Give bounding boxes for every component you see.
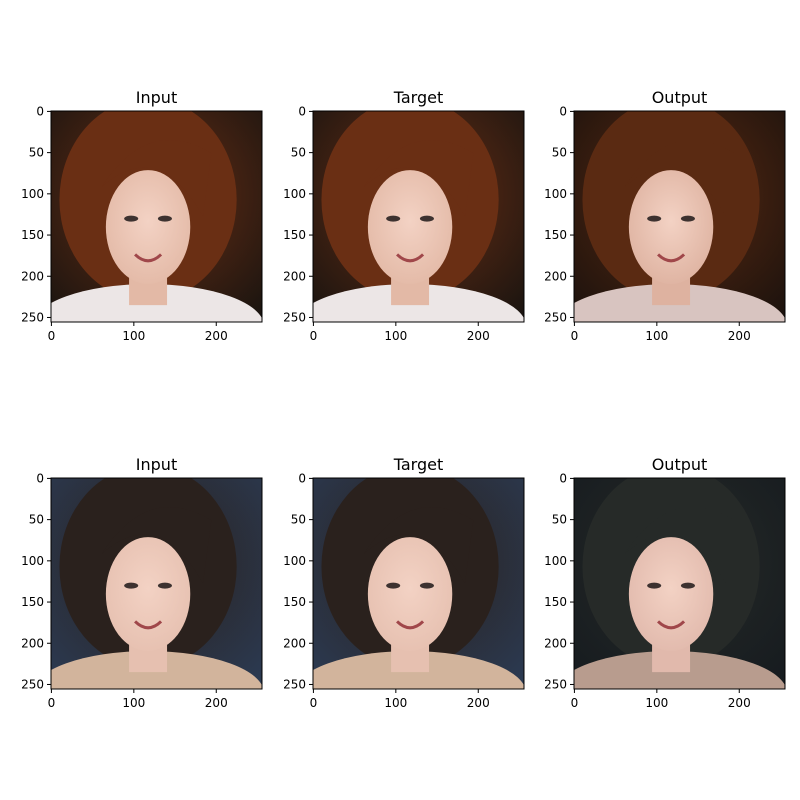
x-tick-label: 200 <box>467 696 490 710</box>
x-tick-label: 0 <box>571 329 579 343</box>
x-tick-label: 200 <box>467 329 490 343</box>
axes-frame <box>312 110 525 323</box>
panel-2-3: Output generated close-up portrait of a g… <box>544 455 786 710</box>
x-tick-label: 200 <box>728 329 751 343</box>
y-tick-label: 50 <box>552 146 567 160</box>
y-tick-label: 50 <box>291 513 306 527</box>
panel-title: Output <box>652 455 708 474</box>
y-tick-label: 150 <box>544 595 567 609</box>
x-tick-label: 100 <box>384 696 407 710</box>
axes-frame <box>312 477 525 690</box>
y-tick-label: 100 <box>283 554 306 568</box>
y-tick-label: 150 <box>283 595 306 609</box>
portrait-image: generated close-up portrait of a girl wi… <box>574 478 785 689</box>
x-tick-label: 0 <box>48 696 56 710</box>
panel-2-1: Input close-up portrait of a girl with da… <box>21 455 263 710</box>
x-tick-label: 0 <box>310 329 318 343</box>
x-tick-label: 100 <box>122 696 145 710</box>
y-tick-label: 0 <box>559 471 567 485</box>
portrait-image: portrait of a smiling girl with auburn h… <box>313 111 524 322</box>
y-tick-label: 0 <box>36 104 44 118</box>
y-tick-label: 0 <box>298 104 306 118</box>
y-tick-label: 0 <box>559 104 567 118</box>
y-tick-label: 0 <box>36 471 44 485</box>
y-tick-label: 200 <box>544 269 567 283</box>
panel-title: Target <box>393 455 444 474</box>
y-tick-label: 200 <box>283 269 306 283</box>
y-tick-label: 250 <box>544 677 567 691</box>
y-tick-label: 50 <box>29 513 44 527</box>
axes-frame <box>573 477 786 690</box>
y-tick-label: 250 <box>21 310 44 324</box>
y-tick-label: 200 <box>21 269 44 283</box>
axes-frame <box>50 477 263 690</box>
y-tick-label: 50 <box>29 146 44 160</box>
y-tick-label: 100 <box>283 187 306 201</box>
y-tick-label: 100 <box>544 554 567 568</box>
portrait-image: portrait of a smiling girl with auburn h… <box>51 111 262 322</box>
x-tick-label: 100 <box>645 696 668 710</box>
x-tick-label: 200 <box>728 696 751 710</box>
y-tick-label: 200 <box>21 636 44 650</box>
x-tick-label: 200 <box>205 696 228 710</box>
panel-2-2: Target close-up portrait of a girl with d… <box>283 455 525 710</box>
y-tick-label: 150 <box>544 228 567 242</box>
y-tick-label: 250 <box>283 310 306 324</box>
y-tick-label: 250 <box>544 310 567 324</box>
x-tick-label: 200 <box>205 329 228 343</box>
y-tick-label: 150 <box>21 595 44 609</box>
y-tick-label: 250 <box>21 677 44 691</box>
panel-title: Output <box>652 88 708 107</box>
panel-title: Input <box>136 455 177 474</box>
x-tick-label: 100 <box>645 329 668 343</box>
x-tick-label: 0 <box>48 329 56 343</box>
portrait-image: close-up portrait of a girl with dark ha… <box>51 478 262 689</box>
panel-1-1: Input portrait of a smiling girl with aub… <box>21 88 263 343</box>
y-tick-label: 200 <box>283 636 306 650</box>
x-tick-label: 0 <box>571 696 579 710</box>
y-tick-label: 250 <box>283 677 306 691</box>
x-tick-label: 100 <box>384 329 407 343</box>
y-tick-label: 100 <box>21 554 44 568</box>
y-tick-label: 100 <box>21 187 44 201</box>
y-tick-label: 100 <box>544 187 567 201</box>
panel-title: Input <box>136 88 177 107</box>
y-tick-label: 0 <box>298 471 306 485</box>
panel-1-2: Target portrait of a smiling girl with au… <box>283 88 525 343</box>
y-tick-label: 150 <box>283 228 306 242</box>
x-tick-label: 100 <box>122 329 145 343</box>
axes-frame <box>50 110 263 323</box>
x-tick-label: 0 <box>310 696 318 710</box>
y-tick-label: 200 <box>544 636 567 650</box>
axes-frame <box>573 110 786 323</box>
y-tick-label: 50 <box>552 513 567 527</box>
y-tick-label: 50 <box>291 146 306 160</box>
panel-1-3: Output generated portrait of a smiling gi… <box>544 88 786 343</box>
portrait-image: close-up portrait of a girl with dark ha… <box>313 478 524 689</box>
y-tick-label: 150 <box>21 228 44 242</box>
portrait-image: generated portrait of a smiling girl wit… <box>574 111 785 322</box>
panel-title: Target <box>393 88 444 107</box>
